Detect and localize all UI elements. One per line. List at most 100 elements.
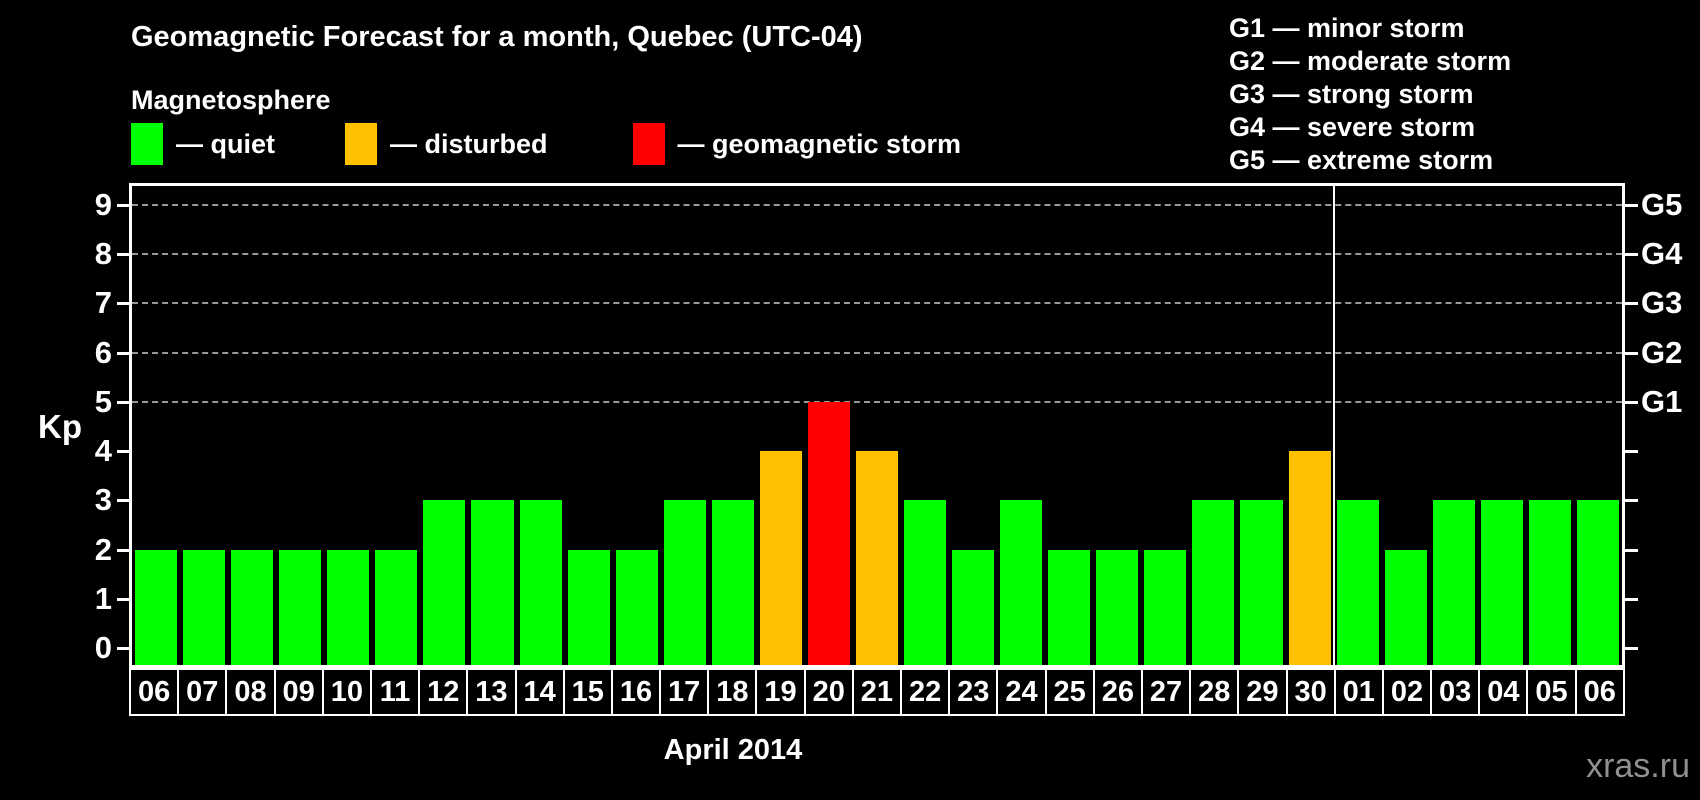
bar-day-20: [807, 401, 850, 665]
y-axis-tick-left-5: [117, 400, 129, 404]
y-tick-label-2: 2: [94, 531, 112, 567]
x-tick-day-14: 14: [517, 670, 565, 714]
bar-day-14: [519, 500, 562, 665]
x-tick-day-12: 12: [420, 670, 469, 714]
y-axis-tick-left-7: [117, 302, 129, 306]
x-tick-day-19: 19: [757, 670, 806, 714]
bar-day-25: [1048, 549, 1091, 665]
y-axis-tick-left-2: [117, 548, 129, 552]
bar-day-01: [1336, 500, 1379, 665]
x-axis-month-label: April 2014: [663, 734, 803, 766]
y-axis-tick-left-9: [117, 204, 129, 207]
storm-scale-line-g4: G4 — severe storm: [1229, 112, 1476, 142]
g-scale-label-g5: G5: [1641, 187, 1683, 222]
bar-day-29: [1240, 500, 1283, 665]
x-tick-day-24: 24: [998, 670, 1047, 714]
plot-area: [129, 183, 1625, 668]
g-scale-label-g3: G3: [1641, 285, 1683, 321]
x-tick-day-03: 03: [1432, 670, 1481, 714]
x-axis-date-strip: 06 07 08 09 10 11 12 13 14 15 16 17 18 19 20 21 22 23 24 25…: [129, 668, 1625, 716]
storm-scale-line-g1: G1 — minor storm: [1229, 13, 1465, 43]
watermark: xras.ru: [1586, 747, 1690, 785]
g-scale-label-g2: G2: [1641, 334, 1683, 370]
bar-day-16: [615, 549, 658, 665]
legend-item-quiet: — quiet: [131, 123, 275, 165]
storm-scale-line-g3: G3 — strong storm: [1229, 79, 1474, 109]
magnetosphere-legend: — quiet — disturbed — geomagnetic storm: [131, 122, 961, 166]
y-axis-tick-right-5: [1625, 400, 1638, 404]
x-tick-day-26: 26: [1095, 670, 1143, 714]
bar-day-30: [1288, 451, 1331, 665]
gridline-kp8: [132, 253, 1622, 256]
y-axis-tick-right-3: [1625, 499, 1638, 503]
bar-day-13: [471, 500, 514, 665]
y-tick-label-1: 1: [94, 580, 112, 616]
x-tick-day-06: 06: [1583, 675, 1616, 708]
x-tick-day-17: 17: [661, 670, 710, 714]
x-tick-day-25: 25: [1047, 670, 1095, 714]
bar-day-02: [1384, 549, 1427, 665]
magnetosphere-label: Magnetosphere: [131, 85, 331, 115]
y-axis-tick-right-4: [1625, 450, 1638, 454]
y-tick-label-8: 8: [94, 236, 112, 272]
bar-day-22: [904, 500, 947, 665]
bar-day-10: [327, 549, 370, 665]
y-tick-label-7: 7: [94, 285, 112, 321]
g-scale-label-g1: G1: [1641, 383, 1683, 419]
y-axis-tick-left-1: [117, 597, 129, 601]
x-tick-day-04: 04: [1480, 670, 1529, 714]
storm-scale-legend: G1 — minor storm G2 — moderate storm G3 — …: [1229, 12, 1511, 177]
x-tick-day-06: 06: [131, 670, 180, 714]
x-tick-day-02: 02: [1384, 670, 1433, 714]
legend-item-label: — geomagnetic storm: [677, 128, 962, 159]
bar-day-26: [1096, 549, 1139, 665]
chart-title: Geomagnetic Forecast for a month, Quebec…: [131, 21, 863, 53]
x-tick-day-01: 01: [1336, 670, 1384, 714]
bar-day-27: [1144, 549, 1187, 665]
storm-scale-line-g5: G5 — extreme storm: [1229, 145, 1494, 175]
x-tick-day-18: 18: [709, 670, 758, 714]
legend-swatch-quiet: [131, 123, 163, 165]
y-axis-label: Kp: [38, 408, 82, 445]
x-tick-day-27: 27: [1143, 670, 1192, 714]
bar-day-04: [1480, 500, 1523, 665]
y-tick-label-4: 4: [94, 433, 112, 469]
x-tick-day-28: 28: [1191, 670, 1240, 714]
y-tick-label-5: 5: [94, 383, 112, 419]
y-axis-tick-right-6: [1625, 351, 1638, 355]
legend-item-label: — disturbed: [390, 128, 548, 159]
y-tick-label-3: 3: [94, 482, 112, 518]
bar-day-11: [375, 549, 418, 665]
legend-swatch-storm: [632, 123, 665, 165]
g-scale-label-g4: G4: [1641, 236, 1683, 272]
y-axis-tick-right-8: [1625, 253, 1638, 257]
y-tick-label-9: 9: [94, 187, 112, 222]
bar-day-09: [279, 549, 322, 665]
bar-day-21: [855, 451, 899, 665]
y-axis-tick-left-0: [117, 647, 129, 650]
y-axis-tick-left-3: [117, 499, 129, 503]
bar-day-17: [663, 500, 706, 665]
y-axis-tick-right-1: [1625, 597, 1638, 601]
y-tick-label-6: 6: [94, 334, 112, 370]
y-axis-tick-right-0: [1625, 647, 1638, 650]
gridline-kp6: [132, 351, 1622, 354]
bar-day-24: [1000, 500, 1043, 665]
bar-day-15: [567, 549, 610, 665]
bar-day-23: [952, 549, 995, 665]
gridline-kp9: [132, 204, 1622, 206]
bar-day-06: [1576, 500, 1619, 665]
x-tick-day-16: 16: [613, 670, 662, 714]
y-axis-tick-left-8: [117, 253, 129, 257]
bar-day-18: [711, 500, 754, 665]
x-tick-day-15: 15: [565, 670, 613, 714]
gridline-kp5: [132, 400, 1622, 403]
bar-day-07: [183, 549, 226, 665]
legend-item-disturbed: — disturbed: [345, 123, 548, 165]
storm-scale-line-g2: G2 — moderate storm: [1229, 46, 1512, 76]
y-axis-tick-left-6: [117, 351, 129, 355]
x-tick-day-23: 23: [950, 670, 999, 714]
y-axis-tick-right-2: [1625, 548, 1638, 552]
x-tick-day-09: 09: [276, 670, 324, 714]
x-tick-day-07: 07: [179, 670, 228, 714]
